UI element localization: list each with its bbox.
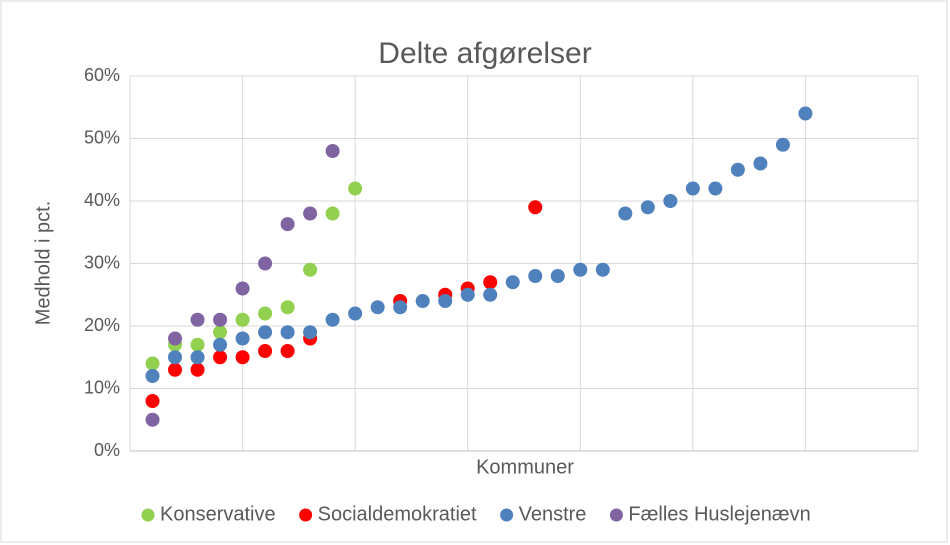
point (168, 350, 183, 365)
point (528, 200, 543, 215)
point (483, 275, 498, 290)
point (415, 294, 430, 308)
point (348, 306, 363, 321)
point (325, 312, 340, 327)
point (258, 306, 273, 321)
point (730, 162, 745, 177)
point (685, 181, 700, 196)
legend-marker (500, 508, 514, 522)
y-tick-label: 40% (84, 190, 120, 210)
legend-marker (609, 508, 623, 522)
chart-title: Delte afgørelser (378, 37, 591, 70)
y-tick-label: 30% (84, 252, 120, 272)
point (190, 312, 205, 327)
legend-label: Konservative (160, 503, 276, 525)
point (213, 337, 228, 352)
y-tick-label: 10% (84, 377, 120, 397)
point (460, 287, 475, 302)
point (190, 362, 205, 377)
point (303, 325, 318, 340)
point (753, 156, 768, 171)
point (798, 106, 813, 121)
point (550, 269, 565, 283)
point (235, 281, 250, 296)
point (145, 394, 160, 408)
point (213, 312, 228, 327)
point (775, 137, 790, 152)
point (640, 200, 655, 215)
point (190, 337, 205, 352)
legend-label: Fælles Huslejenævn (628, 503, 810, 525)
y-axis-label: Medhold i pct. (32, 201, 54, 326)
point (573, 262, 588, 277)
point (258, 344, 273, 358)
point (528, 269, 543, 283)
point (595, 262, 610, 277)
point (235, 312, 250, 327)
point (190, 350, 205, 365)
point (663, 194, 678, 208)
point (618, 206, 633, 221)
point (505, 275, 520, 290)
point (325, 144, 340, 158)
point (145, 356, 160, 371)
point (438, 294, 453, 308)
point (280, 344, 295, 358)
y-tick-label: 60% (84, 65, 120, 85)
x-axis-label: Kommuner (476, 456, 574, 478)
point (168, 362, 183, 377)
point (325, 206, 340, 221)
legend-label: Venstre (519, 503, 587, 525)
y-tick-label: 20% (84, 315, 120, 335)
legend-label: Socialdemokratiet (318, 503, 477, 525)
point (393, 300, 408, 315)
legend-marker (299, 508, 313, 522)
point (280, 217, 295, 232)
point (348, 181, 363, 196)
point (303, 262, 318, 277)
point (235, 350, 250, 365)
point (708, 181, 723, 196)
point (280, 325, 295, 340)
point (303, 206, 318, 221)
point (280, 300, 295, 315)
point (235, 331, 250, 346)
point (483, 287, 498, 302)
point (145, 412, 160, 427)
legend-marker (141, 508, 155, 522)
y-tick-label: 50% (84, 127, 120, 147)
point (213, 350, 228, 365)
point (168, 331, 183, 346)
point (145, 369, 160, 383)
y-tick-label: 0% (94, 440, 120, 460)
point (258, 325, 273, 340)
point (370, 300, 385, 315)
point (258, 256, 273, 271)
point (213, 325, 228, 340)
